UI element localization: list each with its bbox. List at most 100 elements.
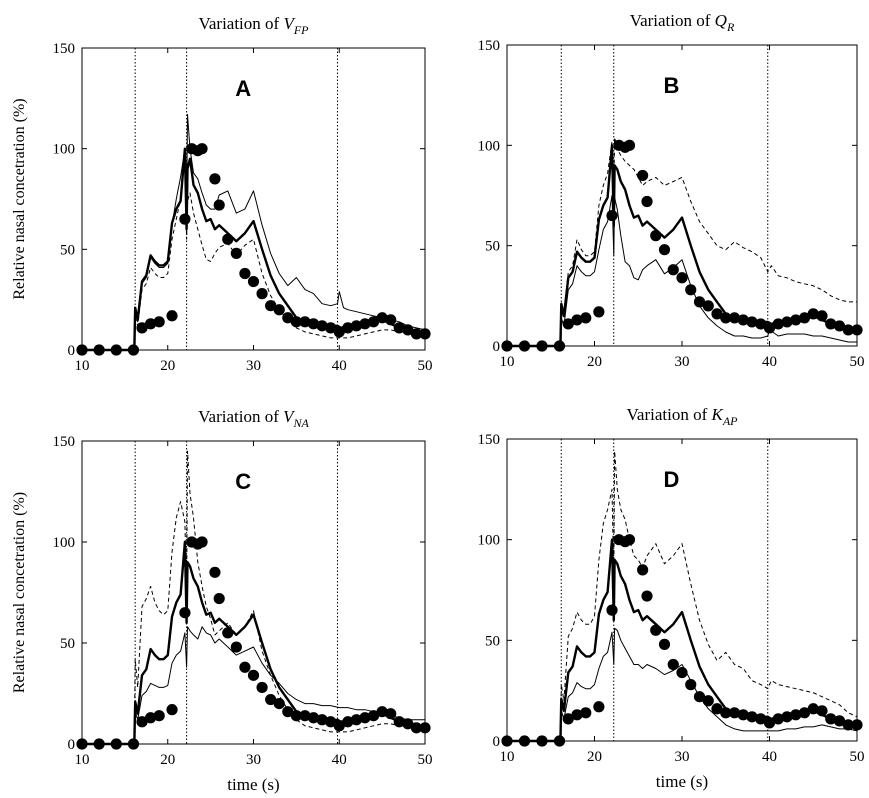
measured-point xyxy=(376,706,388,718)
measured-point xyxy=(402,324,414,336)
measured-point xyxy=(825,318,837,330)
measured-point xyxy=(166,310,178,322)
measured-point xyxy=(247,669,260,681)
measured-point xyxy=(273,304,285,316)
measured-point xyxy=(833,320,846,332)
measured-point xyxy=(290,710,302,722)
measured-point xyxy=(333,720,345,732)
measured-point xyxy=(213,199,225,211)
panel-a: 10 20 30 40 50 0 50 100 150 Variation of VFP A Rela… xyxy=(11,14,433,374)
measured-point xyxy=(711,703,723,715)
measured-point xyxy=(222,627,234,639)
measured-point xyxy=(307,712,320,724)
measured-point xyxy=(737,709,749,721)
measured-point xyxy=(402,718,414,730)
measured-point xyxy=(702,695,714,707)
measured-point xyxy=(367,316,380,328)
measured-point xyxy=(145,318,157,330)
measured-point xyxy=(842,324,854,336)
y-tick-label: 50 xyxy=(485,239,500,255)
panel-letter: B xyxy=(664,73,680,98)
axes-frame xyxy=(506,44,858,347)
measured-point xyxy=(247,275,260,288)
measured-point xyxy=(282,312,294,324)
measured-point xyxy=(239,267,251,280)
x-tick-label: 30 xyxy=(675,749,690,765)
measured-point xyxy=(196,143,208,155)
measured-point xyxy=(676,666,688,679)
measured-point xyxy=(816,310,828,322)
x-tick-label: 20 xyxy=(587,354,602,370)
measured-point xyxy=(222,233,234,245)
measured-point xyxy=(385,708,397,720)
panel-d: 10 20 30 40 50 0 50 100 150 Variation of KAP Dtime… xyxy=(478,405,865,791)
measured-point xyxy=(136,322,148,334)
measured-point xyxy=(637,564,649,576)
measured-point xyxy=(209,566,221,578)
measured-point xyxy=(580,312,592,324)
measured-point xyxy=(606,604,618,616)
measured-point xyxy=(230,247,242,259)
measured-point xyxy=(781,316,793,328)
measured-point xyxy=(623,534,636,546)
measured-point xyxy=(825,713,837,725)
thin-curve xyxy=(82,113,426,351)
measured-point xyxy=(667,264,679,276)
panel-b: 10 20 30 40 50 0 50 100 150 Variation of QR B xyxy=(478,11,865,370)
measured-point xyxy=(641,195,653,208)
measured-point xyxy=(230,641,242,653)
measured-point xyxy=(693,296,706,308)
measured-point xyxy=(816,705,828,717)
measured-point xyxy=(299,316,311,328)
measured-point xyxy=(685,679,697,691)
measured-point xyxy=(342,322,354,334)
measured-point xyxy=(650,230,662,242)
y-tick-label: 150 xyxy=(478,432,501,448)
measured-point xyxy=(350,320,362,332)
axes-frame xyxy=(81,47,426,351)
measured-point xyxy=(755,713,767,725)
measured-point xyxy=(693,691,706,703)
measured-point xyxy=(145,712,157,724)
measured-point xyxy=(265,693,277,706)
measured-point xyxy=(213,592,225,605)
measured-point xyxy=(658,244,671,256)
measured-point xyxy=(299,710,311,722)
y-tick-label: 100 xyxy=(478,138,501,154)
panel-c: 10 20 30 40 50 0 50 100 150 Variation of VNA Ctime… xyxy=(11,407,433,794)
panel-title: Variation of QR xyxy=(630,11,735,34)
measured-point xyxy=(376,312,388,324)
measured-point xyxy=(153,316,165,328)
measured-point xyxy=(790,314,802,326)
x-tick-label: 50 xyxy=(418,358,433,374)
x-tick-label: 10 xyxy=(500,749,515,765)
y-tick-label: 100 xyxy=(53,535,76,551)
thin-curve xyxy=(82,626,425,745)
axes-frame xyxy=(81,440,426,745)
measured-point xyxy=(410,722,423,734)
measured-point xyxy=(637,169,649,182)
measured-point xyxy=(711,308,723,320)
measured-point xyxy=(746,711,758,723)
panel-letter: D xyxy=(664,467,680,492)
measured-point xyxy=(196,536,208,548)
measured-point xyxy=(410,328,423,340)
y-tick-label: 50 xyxy=(60,242,75,258)
measured-point xyxy=(562,318,574,330)
measured-point xyxy=(209,173,221,185)
y-tick-label: 100 xyxy=(53,142,76,158)
x-axis-label: time (s) xyxy=(227,775,279,794)
measured-point xyxy=(720,312,732,324)
x-tick-label: 40 xyxy=(332,752,347,768)
measured-point xyxy=(702,300,714,312)
measured-point xyxy=(593,701,605,713)
measured-point xyxy=(746,316,758,328)
measured-point xyxy=(359,712,371,724)
x-tick-label: 50 xyxy=(418,752,433,768)
y-tick-label: 150 xyxy=(53,434,76,450)
x-tick-label: 30 xyxy=(246,752,261,768)
y-tick-label: 0 xyxy=(493,339,501,355)
measured-point xyxy=(763,717,776,729)
y-axis-label: Relative nasal concetration (%) xyxy=(11,98,28,299)
panel-title: Variation of KAP xyxy=(627,405,739,428)
